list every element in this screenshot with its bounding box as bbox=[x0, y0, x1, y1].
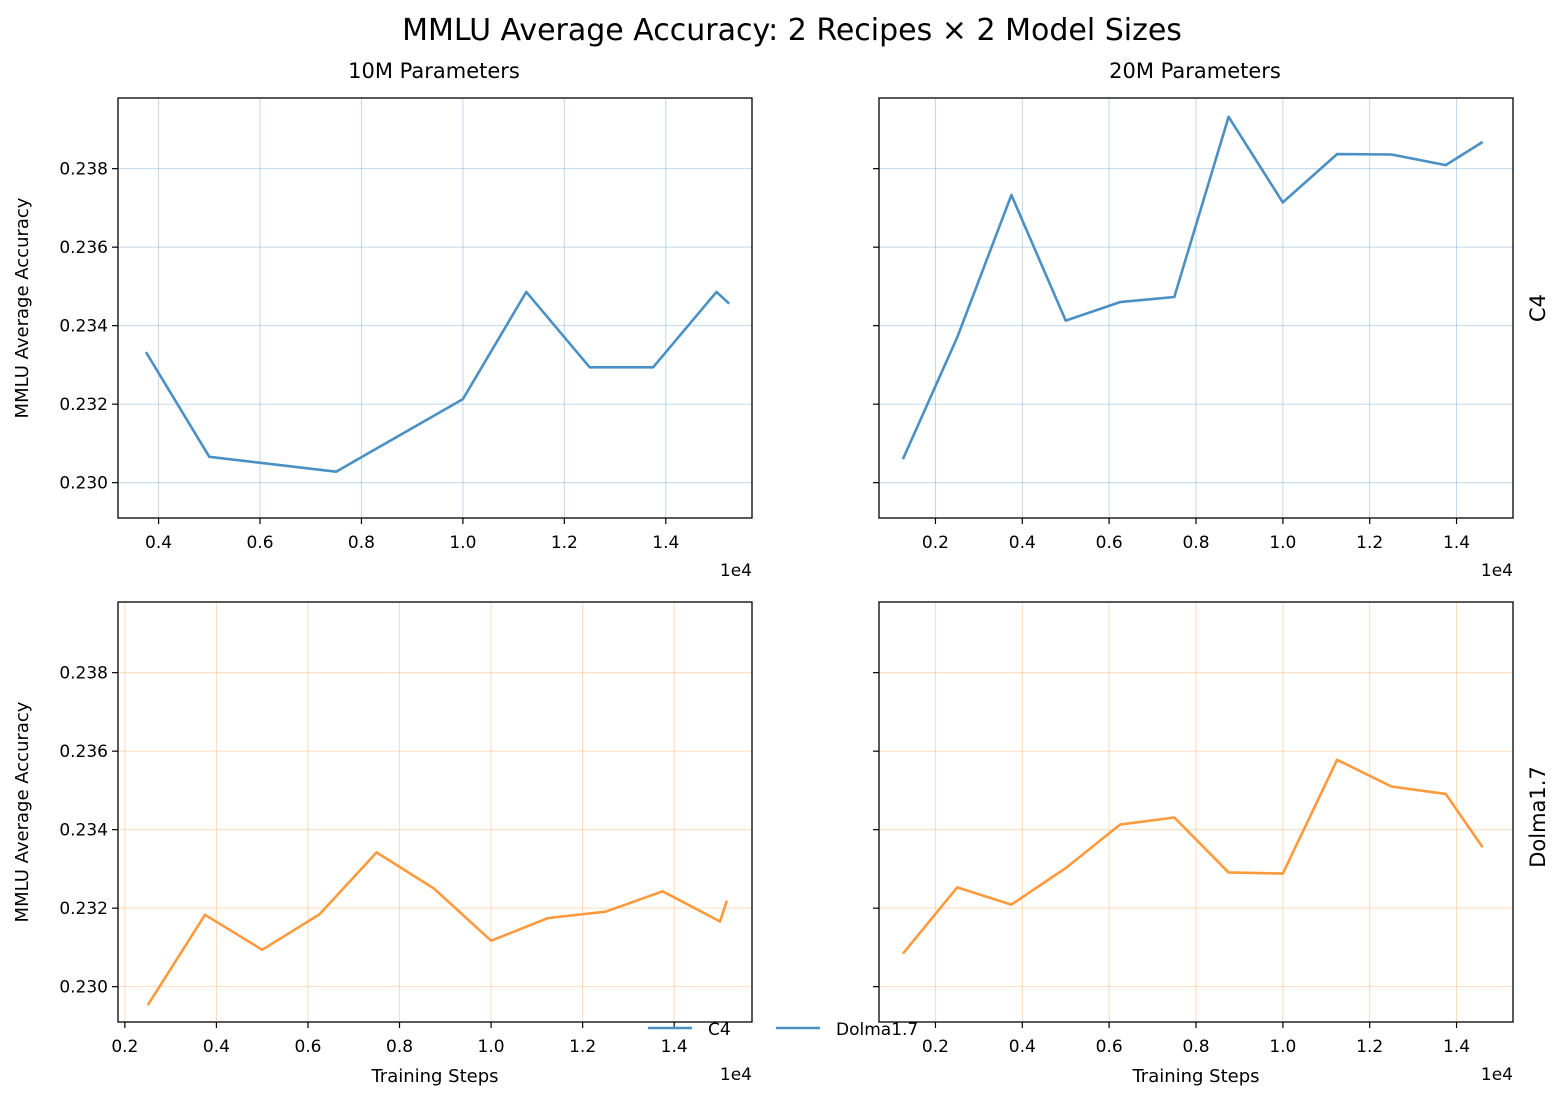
x-tick-label: 1.4 bbox=[1443, 533, 1470, 553]
x-tick-label: 1.2 bbox=[1356, 1037, 1383, 1057]
y-axis-label: MMLU Average Accuracy bbox=[12, 197, 33, 418]
x-tick-label: 0.4 bbox=[203, 1037, 230, 1057]
x-tick-label: 1.2 bbox=[551, 533, 578, 553]
x-tick-label: 0.8 bbox=[348, 533, 375, 553]
x-tick-label: 1.4 bbox=[652, 533, 679, 553]
series-line bbox=[901, 115, 1484, 460]
chart-title: MMLU Average Accuracy: 2 Recipes × 2 Mod… bbox=[402, 13, 1182, 48]
series-line bbox=[146, 851, 729, 1006]
y-tick-label: 0.238 bbox=[59, 664, 108, 684]
y-tick-label: 0.230 bbox=[59, 978, 108, 998]
series-line bbox=[144, 290, 731, 474]
x-tick-label: 0.2 bbox=[922, 1037, 949, 1057]
x-tick-label: 0.6 bbox=[1096, 533, 1123, 553]
legend: C4 Dolma1.7 bbox=[648, 1020, 918, 1040]
y-axis-label: MMLU Average Accuracy bbox=[12, 701, 33, 922]
x-tick-label: 0.6 bbox=[1096, 1037, 1123, 1057]
x-tick-label: 0.6 bbox=[246, 533, 273, 553]
x-tick-label: 0.6 bbox=[294, 1037, 321, 1057]
x-tick-label: 1.2 bbox=[569, 1037, 596, 1057]
x-offset-text: 1e4 bbox=[1481, 561, 1513, 581]
x-tick-label: 0.4 bbox=[145, 533, 172, 553]
x-tick-label: 0.8 bbox=[1182, 1037, 1209, 1057]
x-tick-label: 0.4 bbox=[1009, 1037, 1036, 1057]
x-axis-label: Training Steps bbox=[370, 1066, 498, 1087]
x-offset-text: 1e4 bbox=[720, 1065, 752, 1085]
axes-frame bbox=[117, 601, 753, 1023]
axes-frame bbox=[117, 97, 753, 519]
x-tick-label: 0.8 bbox=[386, 1037, 413, 1057]
row-title-dolma: Dolma1.7 bbox=[1526, 766, 1550, 868]
panels: 0.4 0.6 0.8 1.0 1.2 1.40.2300.2320.2340.2360.… bbox=[12, 97, 1514, 1087]
x-axis-label: Training Steps bbox=[1131, 1066, 1259, 1087]
series-line bbox=[901, 758, 1484, 955]
legend-label-dolma: Dolma1.7 bbox=[836, 1020, 918, 1040]
x-tick-label: 1.0 bbox=[478, 1037, 505, 1057]
panel-1: 0.4 0.6 0.8 1.0 1.2 1.4 0.230 0.232 0.234 0.236 0.… bbox=[12, 97, 753, 581]
x-offset-text: 1e4 bbox=[1481, 1065, 1513, 1085]
row-title-c4: C4 bbox=[1526, 294, 1550, 322]
panel-2: 0.2 0.4 0.6 0.8 1.0 1.2 1.4 1e4 bbox=[873, 97, 1514, 581]
column-title-10m: 10M Parameters bbox=[348, 59, 520, 83]
y-tick-label: 0.232 bbox=[59, 395, 108, 415]
x-tick-label: 1.0 bbox=[1269, 533, 1296, 553]
panel-3: 0.2 0.4 0.6 0.8 1.0 1.2 1.4 0.230 0.232 0.234 0.23… bbox=[12, 601, 753, 1087]
x-tick-label: 1.4 bbox=[1443, 1037, 1470, 1057]
x-tick-label: 1.2 bbox=[1356, 533, 1383, 553]
x-tick-label: 0.2 bbox=[922, 533, 949, 553]
x-offset-text: 1e4 bbox=[720, 561, 752, 581]
x-tick-label: 0.4 bbox=[1009, 533, 1036, 553]
y-tick-label: 0.238 bbox=[59, 160, 108, 180]
x-tick-label: 0.2 bbox=[111, 1037, 138, 1057]
y-tick-label: 0.230 bbox=[59, 474, 108, 494]
x-tick-label: 1.0 bbox=[1269, 1037, 1296, 1057]
panel-4: 0.2 0.4 0.6 0.8 1.0 1.2 1.4 1e4 Training Steps bbox=[873, 601, 1514, 1087]
legend-label-c4: C4 bbox=[708, 1020, 731, 1040]
y-tick-label: 0.234 bbox=[59, 317, 108, 337]
y-tick-label: 0.234 bbox=[59, 821, 108, 841]
y-tick-label: 0.236 bbox=[59, 742, 108, 762]
x-tick-label: 1.0 bbox=[449, 533, 476, 553]
y-tick-label: 0.232 bbox=[59, 899, 108, 919]
x-tick-label: 1.4 bbox=[661, 1037, 688, 1057]
column-title-20m: 20M Parameters bbox=[1109, 59, 1281, 83]
x-tick-label: 0.8 bbox=[1182, 533, 1209, 553]
y-tick-label: 0.236 bbox=[59, 238, 108, 258]
